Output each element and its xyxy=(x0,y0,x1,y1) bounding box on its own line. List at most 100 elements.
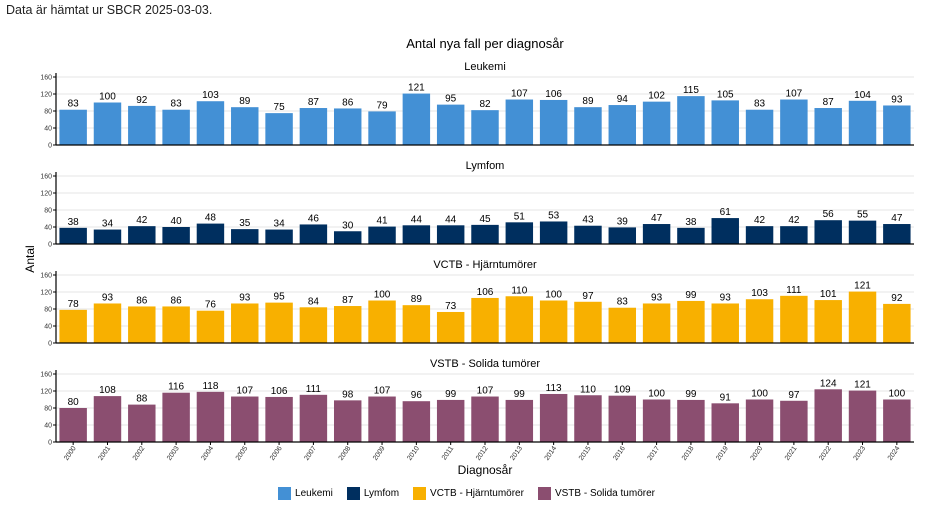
data-label: 78 xyxy=(68,299,80,310)
data-label: 113 xyxy=(546,383,562,394)
bar xyxy=(814,300,842,343)
bar xyxy=(128,404,156,442)
bar xyxy=(231,396,259,442)
x-tick-label: 2001 xyxy=(97,445,112,462)
legend-swatch xyxy=(537,487,551,500)
x-tick-label: 2012 xyxy=(475,445,490,462)
x-tick-label: 2017 xyxy=(647,445,662,462)
bar xyxy=(677,399,705,442)
bar xyxy=(265,396,293,442)
data-label: 106 xyxy=(545,89,562,100)
data-label: 51 xyxy=(514,211,526,222)
data-label: 39 xyxy=(617,216,629,227)
bar xyxy=(814,389,842,442)
bar xyxy=(471,110,499,145)
data-label: 99 xyxy=(685,290,697,301)
data-label: 93 xyxy=(239,292,251,303)
legend-item[interactable]: VCTB - Hjärntumörer xyxy=(413,487,524,500)
bar xyxy=(505,222,534,244)
data-label: 100 xyxy=(648,389,665,400)
y-tick-label: 80 xyxy=(44,307,52,314)
legend-item[interactable]: Leukemi xyxy=(278,487,333,500)
bar xyxy=(368,111,396,145)
x-tick-label: 2009 xyxy=(372,445,387,462)
data-label: 93 xyxy=(720,292,732,303)
bar xyxy=(883,105,911,145)
data-label: 93 xyxy=(651,292,663,303)
bar xyxy=(436,399,465,442)
data-label: 107 xyxy=(236,386,253,397)
y-tick-label: 80 xyxy=(44,208,52,215)
bar xyxy=(402,401,431,442)
bar xyxy=(711,100,739,145)
x-tick-label: 2024 xyxy=(887,445,902,462)
bar xyxy=(539,300,568,343)
bar xyxy=(59,408,87,442)
data-label: 86 xyxy=(342,97,354,108)
bar xyxy=(231,229,259,244)
x-tick-label: 2008 xyxy=(338,445,353,462)
data-label: 116 xyxy=(168,382,184,393)
y-tick-label: 40 xyxy=(44,423,52,430)
legend-label: VSTB - Solida tumörer xyxy=(554,488,655,499)
legend-label: Lymfom xyxy=(363,488,400,499)
bar xyxy=(162,109,190,145)
data-label: 109 xyxy=(614,385,631,396)
data-label: 86 xyxy=(136,295,148,306)
bar xyxy=(574,225,602,244)
y-tick-label: 120 xyxy=(40,92,52,99)
bar xyxy=(231,303,259,343)
legend-item[interactable]: VSTB - Solida tumörer xyxy=(537,487,655,500)
data-label: 115 xyxy=(683,85,699,96)
legend-item[interactable]: Lymfom xyxy=(346,487,400,500)
bar xyxy=(677,96,705,145)
chart-area: Antal nya fall per diagnosår Leukemi 0 40 80… xyxy=(23,36,914,477)
legend-swatch xyxy=(346,487,360,500)
y-tick-label: 40 xyxy=(44,225,52,232)
x-tick-label: 2006 xyxy=(269,445,284,462)
bar xyxy=(402,225,431,244)
x-tick-label: 2004 xyxy=(200,445,215,462)
data-label: 83 xyxy=(754,99,766,110)
data-label: 103 xyxy=(202,90,219,101)
x-tick-label: 2016 xyxy=(612,445,627,462)
bar xyxy=(436,104,465,145)
bar xyxy=(883,399,911,442)
legend-swatch xyxy=(413,487,427,500)
data-label: 121 xyxy=(854,380,871,391)
bar xyxy=(642,224,671,244)
x-tick-label: 2021 xyxy=(784,445,799,462)
bar xyxy=(814,108,842,145)
y-tick-label: 160 xyxy=(40,75,52,82)
y-tick-label: 120 xyxy=(40,290,52,297)
data-label: 107 xyxy=(477,386,494,397)
bar xyxy=(677,227,705,244)
x-tick-label: 2002 xyxy=(132,445,147,462)
bar xyxy=(745,399,774,442)
data-label: 100 xyxy=(545,290,562,301)
data-label: 40 xyxy=(171,216,183,227)
data-label: 99 xyxy=(514,389,526,400)
bar xyxy=(608,105,637,145)
bar xyxy=(574,301,602,343)
data-label: 35 xyxy=(239,218,251,229)
bar xyxy=(711,403,739,442)
bar xyxy=(642,303,671,343)
bar xyxy=(128,226,156,244)
bar xyxy=(93,229,122,244)
data-label: 45 xyxy=(479,214,491,225)
y-tick-label: 0 xyxy=(48,242,52,249)
bar xyxy=(196,101,225,145)
y-tick-label: 160 xyxy=(40,273,52,280)
data-label: 83 xyxy=(171,99,183,110)
bar xyxy=(265,113,293,145)
bar xyxy=(436,311,465,343)
panel-title: Lymfom xyxy=(466,160,505,172)
data-label: 106 xyxy=(477,287,494,298)
data-label: 75 xyxy=(274,102,286,113)
data-label: 95 xyxy=(274,292,286,303)
legend-swatch xyxy=(278,487,292,500)
data-label: 95 xyxy=(445,94,457,105)
bar xyxy=(196,223,225,244)
panel-title: VCTB - Hjärntumörer xyxy=(433,259,537,271)
